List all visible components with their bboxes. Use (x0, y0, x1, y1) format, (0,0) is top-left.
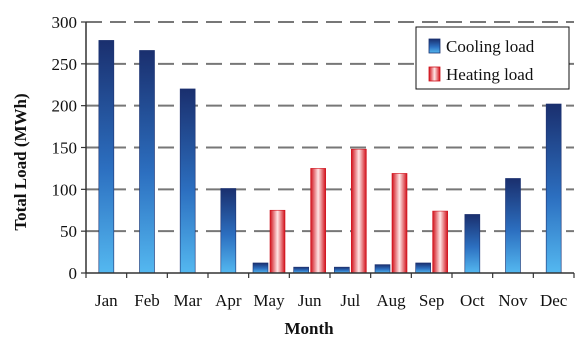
y-tick-label: 0 (69, 264, 78, 283)
bar-cooling-apr (220, 188, 237, 274)
bar-heating-jun (310, 168, 326, 274)
x-tick-label: Aug (376, 291, 406, 310)
x-tick-label: Sep (419, 291, 445, 310)
legend-swatch-heating (428, 66, 441, 82)
bar-cooling-jun (293, 266, 309, 274)
x-tick-label: Oct (460, 291, 485, 310)
bars (98, 40, 562, 274)
bar-cooling-oct (464, 214, 481, 274)
x-tick-label: Jul (340, 291, 360, 310)
y-tick-label: 250 (52, 55, 78, 74)
legend: Cooling load Heating load (415, 26, 570, 90)
x-tick-label: Mar (174, 291, 203, 310)
bar-cooling-nov (505, 178, 521, 274)
bar-cooling-sep (415, 262, 431, 274)
y-tick-label: 50 (60, 222, 77, 241)
x-tick-label: Dec (540, 291, 568, 310)
gridlines (86, 21, 574, 233)
bar-cooling-jan (98, 40, 115, 274)
y-tick-labels: 0 50 100 150 200 250 300 (52, 13, 78, 283)
bar-cooling-aug (374, 264, 391, 274)
x-axis-label: Month (284, 319, 334, 338)
bar-cooling-feb (139, 50, 155, 274)
x-tick-labels: Jan Feb Mar Apr May Jun Jul Aug Sep Oct Nov Dec (95, 291, 568, 310)
legend-swatch-cooling (428, 38, 441, 54)
bar-heating-sep (432, 210, 448, 274)
x-tick-label: Jan (95, 291, 118, 310)
bar-heating-may (269, 209, 286, 274)
x-tick-label: Nov (498, 291, 528, 310)
y-tick-label: 300 (52, 13, 78, 32)
bar-cooling-dec (545, 103, 562, 274)
axes (81, 21, 575, 278)
y-tick-label: 100 (52, 180, 78, 199)
bar-cooling-mar (179, 88, 196, 274)
y-tick-label: 200 (52, 97, 78, 116)
y-tick-label: 150 (52, 139, 78, 158)
bar-heating-jul (351, 148, 367, 274)
legend-label-heating: Heating load (446, 65, 534, 84)
bar-cooling-may (252, 262, 269, 274)
x-tick-label: Apr (215, 291, 242, 310)
bar-cooling-jul (334, 266, 350, 274)
bar-heating-aug (391, 173, 408, 274)
legend-box (415, 26, 570, 90)
x-tick-label: May (253, 291, 285, 310)
y-axis-label: Total Load (MWh) (11, 93, 30, 230)
x-tick-label: Jun (298, 291, 322, 310)
legend-label-cooling: Cooling load (446, 37, 535, 56)
x-tick-label: Feb (134, 291, 160, 310)
